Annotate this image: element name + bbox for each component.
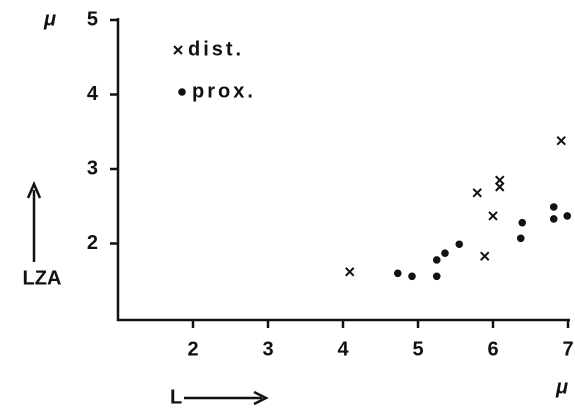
y-tick-label: 5: [87, 8, 98, 30]
dot-marker: [393, 269, 402, 278]
x-tick-label: 6: [487, 338, 498, 360]
x-marker: [173, 45, 183, 55]
dot-marker: [518, 218, 527, 227]
dot-marker: [432, 272, 441, 281]
y-tick-label: 3: [87, 157, 98, 179]
y-axis-label: LZA: [23, 267, 62, 289]
x-tick-label: 7: [562, 338, 573, 360]
dot-marker: [432, 256, 441, 264]
dot-marker: [549, 215, 558, 223]
y-arrow-head: [26, 180, 42, 199]
x-unit: μ: [555, 376, 568, 398]
dot-marker: [178, 88, 186, 96]
y-tick-label: 4: [87, 83, 99, 105]
x-marker: [495, 182, 505, 192]
x-marker: [480, 251, 490, 261]
x-tick-label: 4: [337, 338, 349, 360]
legend-label: dist.: [188, 38, 244, 60]
x-tick-label: 2: [187, 338, 198, 360]
x-arrow-head: [253, 390, 269, 406]
dot-marker: [563, 212, 572, 220]
dot-marker: [408, 272, 416, 281]
dot-marker: [516, 234, 525, 243]
x-tick-label: 3: [262, 338, 273, 360]
x-marker: [488, 211, 498, 221]
x-marker: [472, 188, 482, 198]
x-tick-label: 5: [412, 338, 423, 360]
legend-label: prox.: [192, 80, 256, 102]
dot-marker: [549, 203, 558, 211]
x-axis-label: L: [170, 386, 182, 408]
x-marker: [345, 267, 355, 277]
dot-marker: [455, 240, 464, 249]
y-unit: μ: [43, 8, 56, 30]
x-marker: [556, 135, 566, 146]
dot-marker: [441, 249, 449, 257]
y-tick-label: 2: [87, 232, 98, 254]
